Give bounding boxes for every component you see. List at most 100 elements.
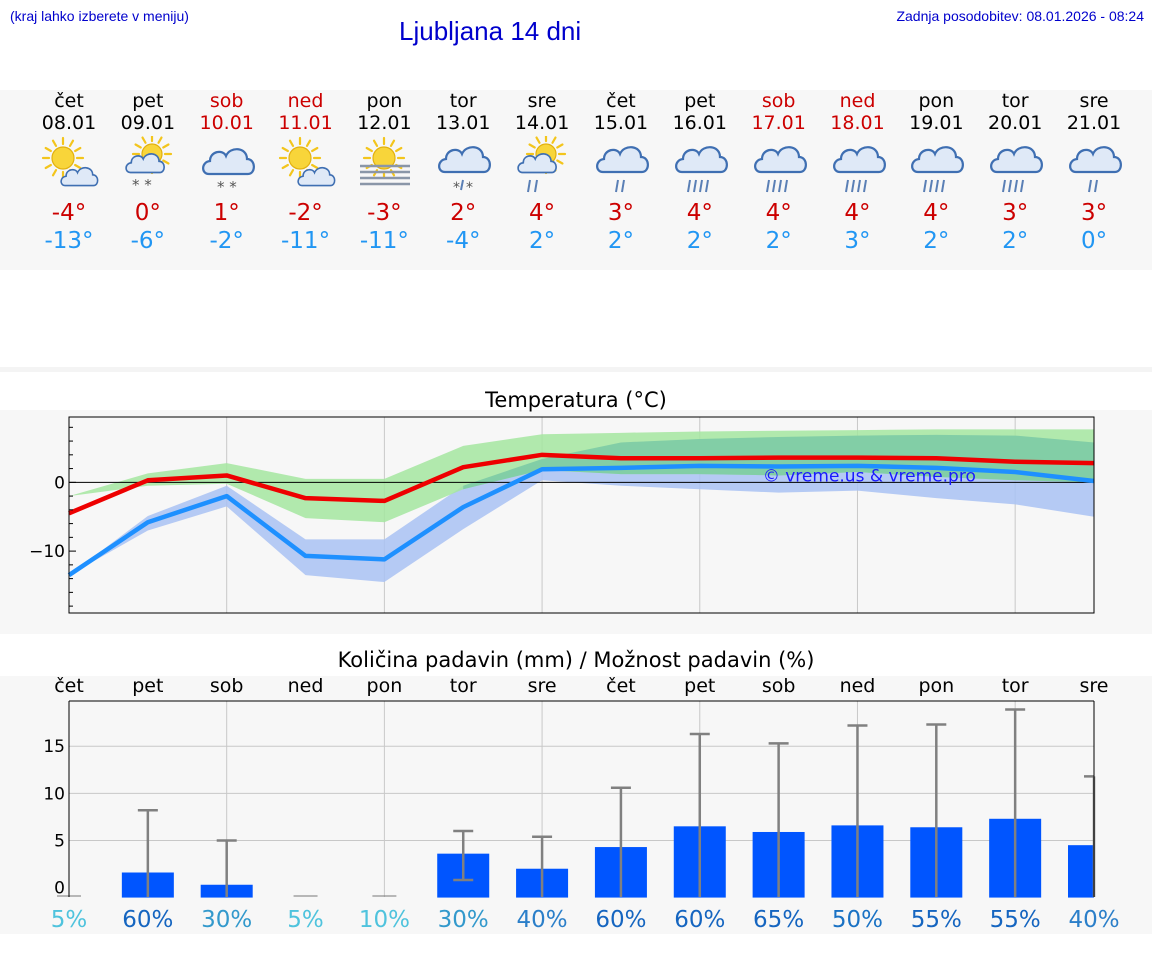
max-temperature-line (68, 452, 1095, 516)
x-day-label: čet (54, 675, 84, 697)
sun-cloud-snow-icon: * * (118, 133, 178, 196)
precipitation-bar (1068, 845, 1094, 898)
day-column: sre 14.01 4° 2° (502, 90, 582, 255)
y-tick-label: 5 (54, 831, 65, 851)
x-day-label: pet (132, 675, 163, 697)
day-of-week: sob (761, 90, 796, 112)
day-column: čet 15.01 3° 2° (581, 90, 661, 255)
day-date: 21.01 (1066, 112, 1122, 134)
day-column: sob 10.01 * * 1° -2° (187, 90, 267, 255)
watermark: © vreme.us & vreme.pro (763, 466, 976, 486)
y-tick-label: 10 (43, 784, 65, 804)
y-tick-label: 0 (54, 473, 65, 493)
min-temperature: -11° (281, 228, 331, 254)
x-day-label: ned (840, 675, 876, 697)
day-of-week: tor (449, 90, 477, 112)
precipitation-probability: 30% (201, 907, 252, 933)
min-temperature: -2° (209, 228, 244, 254)
day-date: 18.01 (830, 112, 885, 134)
x-day-label: ned (288, 675, 324, 697)
day-column: ned 11.01 -2° -11° (266, 90, 346, 255)
min-temperature: 2° (923, 228, 950, 254)
max-temperature: 2° (450, 200, 477, 226)
x-day-label: sob (210, 675, 244, 697)
day-column: pet 16.01 4° 2° (660, 90, 740, 255)
precipitation-probability: 50% (832, 907, 883, 933)
precipitation-chart-title: Količina padavin (mm) / Možnost padavin … (337, 648, 815, 672)
temperature-chart: 0 −10 © vreme.us & vreme.pro (29, 416, 1095, 614)
band-overlap (463, 434, 1094, 490)
day-of-week: sob (209, 90, 244, 112)
precipitation-probability: 30% (438, 907, 489, 933)
sun-cloud-icon (276, 136, 336, 196)
x-day-label: sob (762, 675, 796, 697)
day-column: pet 09.01 * * 0° -6° (108, 90, 188, 255)
day-column: tor 13.01 * * 2° -4° (423, 90, 503, 255)
page-title: Ljubljana 14 dni (399, 16, 582, 46)
max-temperature: 4° (765, 200, 792, 226)
precipitation-probability: 65% (753, 907, 804, 933)
day-date: 17.01 (751, 112, 806, 134)
max-temperature: 4° (923, 200, 950, 226)
precipitation-probability: 60% (674, 907, 725, 933)
day-of-week: čet (54, 90, 84, 112)
max-temperature: 3° (607, 200, 634, 226)
cloud-heavy-rain-icon (749, 136, 809, 196)
precipitation-probability: 60% (595, 907, 646, 933)
min-temperature: -11° (359, 228, 409, 254)
day-of-week: pon (366, 90, 403, 112)
x-day-label: tor (1002, 675, 1029, 697)
temperature-chart-title: Temperatura (°C) (485, 388, 667, 412)
x-day-label: pon (367, 675, 403, 697)
day-of-week: ned (839, 90, 876, 112)
day-of-week: sre (1079, 90, 1109, 112)
svg-text:* *: * * (132, 176, 152, 194)
day-of-week: pet (684, 90, 716, 112)
day-date: 09.01 (120, 112, 176, 134)
svg-text:*: * (466, 180, 473, 196)
day-date: 19.01 (909, 112, 964, 134)
x-day-label: pon (918, 675, 954, 697)
cloud-heavy-rain-icon (985, 136, 1045, 196)
precipitation-probability: 5% (287, 907, 324, 933)
day-date: 10.01 (199, 112, 254, 134)
x-day-label: čet (606, 675, 636, 697)
y-tick-label: 15 (43, 737, 65, 757)
day-of-week: čet (606, 90, 636, 112)
precipitation-probability: 40% (1068, 907, 1119, 933)
sun-fog-icon (354, 136, 414, 196)
day-date: 08.01 (41, 112, 97, 134)
x-day-label: tor (450, 675, 477, 697)
max-temperature: 3° (1002, 200, 1029, 226)
day-of-week: sre (527, 90, 557, 112)
min-temperature: 2° (1002, 228, 1029, 254)
forecast-strip-background (0, 90, 1152, 270)
plot-frame (68, 416, 1095, 614)
max-temperature: -2° (288, 200, 323, 226)
day-of-week: ned (287, 90, 324, 112)
day-date: 15.01 (593, 112, 649, 134)
day-date: 14.01 (514, 112, 570, 134)
min-temperature: 2° (686, 228, 713, 254)
sun-cloud-icon (39, 136, 99, 196)
precipitation-probability: 40% (517, 907, 568, 933)
day-column: sob 17.01 4° 2° (739, 90, 819, 255)
last-update: Zadnja posodobitev: 08.01.2026 - 08:24 (896, 8, 1144, 24)
day-column: sre 21.01 3° 0° (1054, 90, 1134, 255)
precipitation-probability: 5% (51, 907, 88, 933)
precipitation-probability: 55% (911, 907, 962, 933)
max-temperature: -4° (51, 200, 87, 226)
divider (0, 367, 1152, 372)
cloud-heavy-rain-icon (670, 136, 730, 196)
y-tick-label: −10 (29, 542, 65, 562)
cloud-heavy-rain-icon (906, 136, 966, 196)
day-column: tor 20.01 3° 2° (975, 90, 1055, 255)
day-date: 13.01 (436, 112, 491, 134)
min-temperature: -6° (130, 228, 166, 254)
day-of-week: tor (1001, 90, 1029, 112)
day-date: 12.01 (357, 112, 412, 134)
max-temperature: 0° (134, 200, 161, 226)
max-temperature: -3° (367, 200, 402, 226)
max-temperature: 1° (213, 200, 240, 226)
precipitation-probability: 10% (359, 907, 410, 933)
